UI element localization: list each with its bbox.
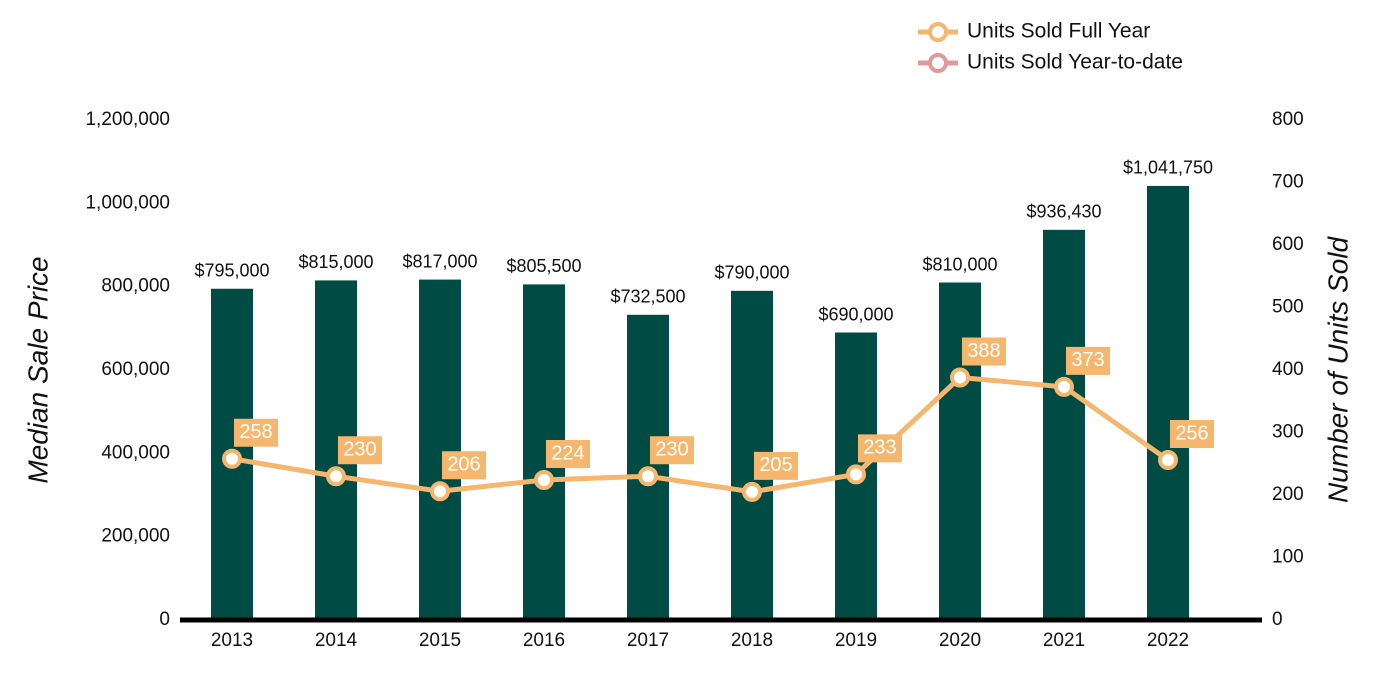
- y2-tick-label: 500: [1272, 297, 1304, 318]
- point-label: 230: [655, 439, 688, 461]
- line-point: [1158, 450, 1178, 470]
- point-label-box: [234, 418, 278, 447]
- y2-tick-label: 800: [1272, 109, 1304, 130]
- y-tick-label: 800,000: [101, 276, 170, 297]
- point-label-box: [962, 337, 1006, 366]
- bar-value-label: $805,500: [506, 256, 581, 276]
- point-label-box: [650, 436, 694, 465]
- point-label-box: [754, 451, 798, 480]
- x-tick-label: 2015: [419, 630, 461, 651]
- point-label-box: [546, 440, 590, 468]
- line-point: [1054, 376, 1074, 397]
- x-tick-label: 2017: [627, 630, 669, 651]
- bar: [1147, 185, 1189, 620]
- legend-label: Units Sold Full Year: [967, 20, 1150, 43]
- point-label: 205: [759, 454, 792, 476]
- point-label-box: [442, 451, 486, 480]
- point-label: 256: [1175, 422, 1208, 444]
- point-label: 224: [551, 442, 584, 464]
- y-tick-label: 600,000: [101, 359, 170, 380]
- line-point: [638, 466, 658, 487]
- y-tick-label: 0: [159, 609, 170, 630]
- line-point: [950, 367, 970, 388]
- x-tick-label: 2022: [1147, 630, 1189, 651]
- y-axis-title: Median Sale Price: [22, 256, 53, 483]
- legend-marker: [928, 22, 948, 42]
- y2-axis-title: Number of Units Sold: [1322, 236, 1353, 504]
- x-tick-label: 2016: [523, 630, 565, 651]
- point-label: 388: [967, 340, 1000, 362]
- point-label: 258: [239, 421, 272, 443]
- bar-value-label: $732,500: [610, 287, 685, 307]
- line-point: [222, 448, 242, 469]
- bar-value-label: $810,000: [922, 254, 997, 274]
- x-tick-label: 2014: [315, 630, 358, 651]
- y-tick-label: 400,000: [101, 442, 170, 463]
- bar: [419, 279, 461, 620]
- y2-tick-label: 100: [1272, 547, 1304, 568]
- bar-value-label: $815,000: [298, 252, 373, 272]
- line-point: [742, 481, 762, 502]
- point-label: 206: [447, 454, 480, 476]
- x-tick-label: 2013: [211, 630, 253, 651]
- line-point: [846, 464, 866, 485]
- point-label: 230: [343, 439, 376, 461]
- line-series: [231, 374, 1170, 495]
- x-tick-label: 2021: [1043, 630, 1085, 651]
- y2-tick-label: 0: [1272, 609, 1283, 630]
- y2-tick-label: 300: [1272, 422, 1304, 443]
- y2-tick-label: 400: [1272, 359, 1304, 380]
- point-label-box: [858, 434, 902, 463]
- bar-value-label: $936,430: [1026, 202, 1101, 222]
- point-label-box: [1066, 346, 1110, 375]
- line-point: [326, 466, 346, 487]
- x-tick-label: 2020: [939, 630, 981, 651]
- bar: [1043, 229, 1085, 620]
- y2-tick-label: 200: [1272, 484, 1304, 505]
- legend-marker: [928, 53, 948, 73]
- point-label-box: [338, 436, 382, 465]
- bar-value-label: $790,000: [714, 263, 789, 283]
- legend-label: Units Sold Year-to-date: [967, 51, 1183, 74]
- line-point: [430, 481, 450, 502]
- bar-value-label: $795,000: [194, 261, 269, 281]
- y-tick-label: 1,200,000: [85, 109, 170, 130]
- point-label: 373: [1071, 349, 1104, 371]
- bar-value-label: $1,041,750: [1123, 158, 1213, 178]
- bar-value-label: $690,000: [818, 304, 893, 324]
- y2-tick-label: 600: [1272, 234, 1304, 255]
- point-label: 233: [863, 437, 896, 459]
- bar: [939, 282, 981, 620]
- line-point: [534, 470, 554, 490]
- x-tick-label: 2019: [835, 630, 877, 651]
- y2-tick-label: 700: [1272, 172, 1304, 193]
- y-tick-label: 200,000: [101, 526, 170, 547]
- y-tick-label: 1,000,000: [85, 192, 170, 213]
- bar-value-label: $817,000: [402, 251, 477, 271]
- x-tick-label: 2018: [731, 630, 773, 651]
- point-label-box: [1170, 420, 1214, 448]
